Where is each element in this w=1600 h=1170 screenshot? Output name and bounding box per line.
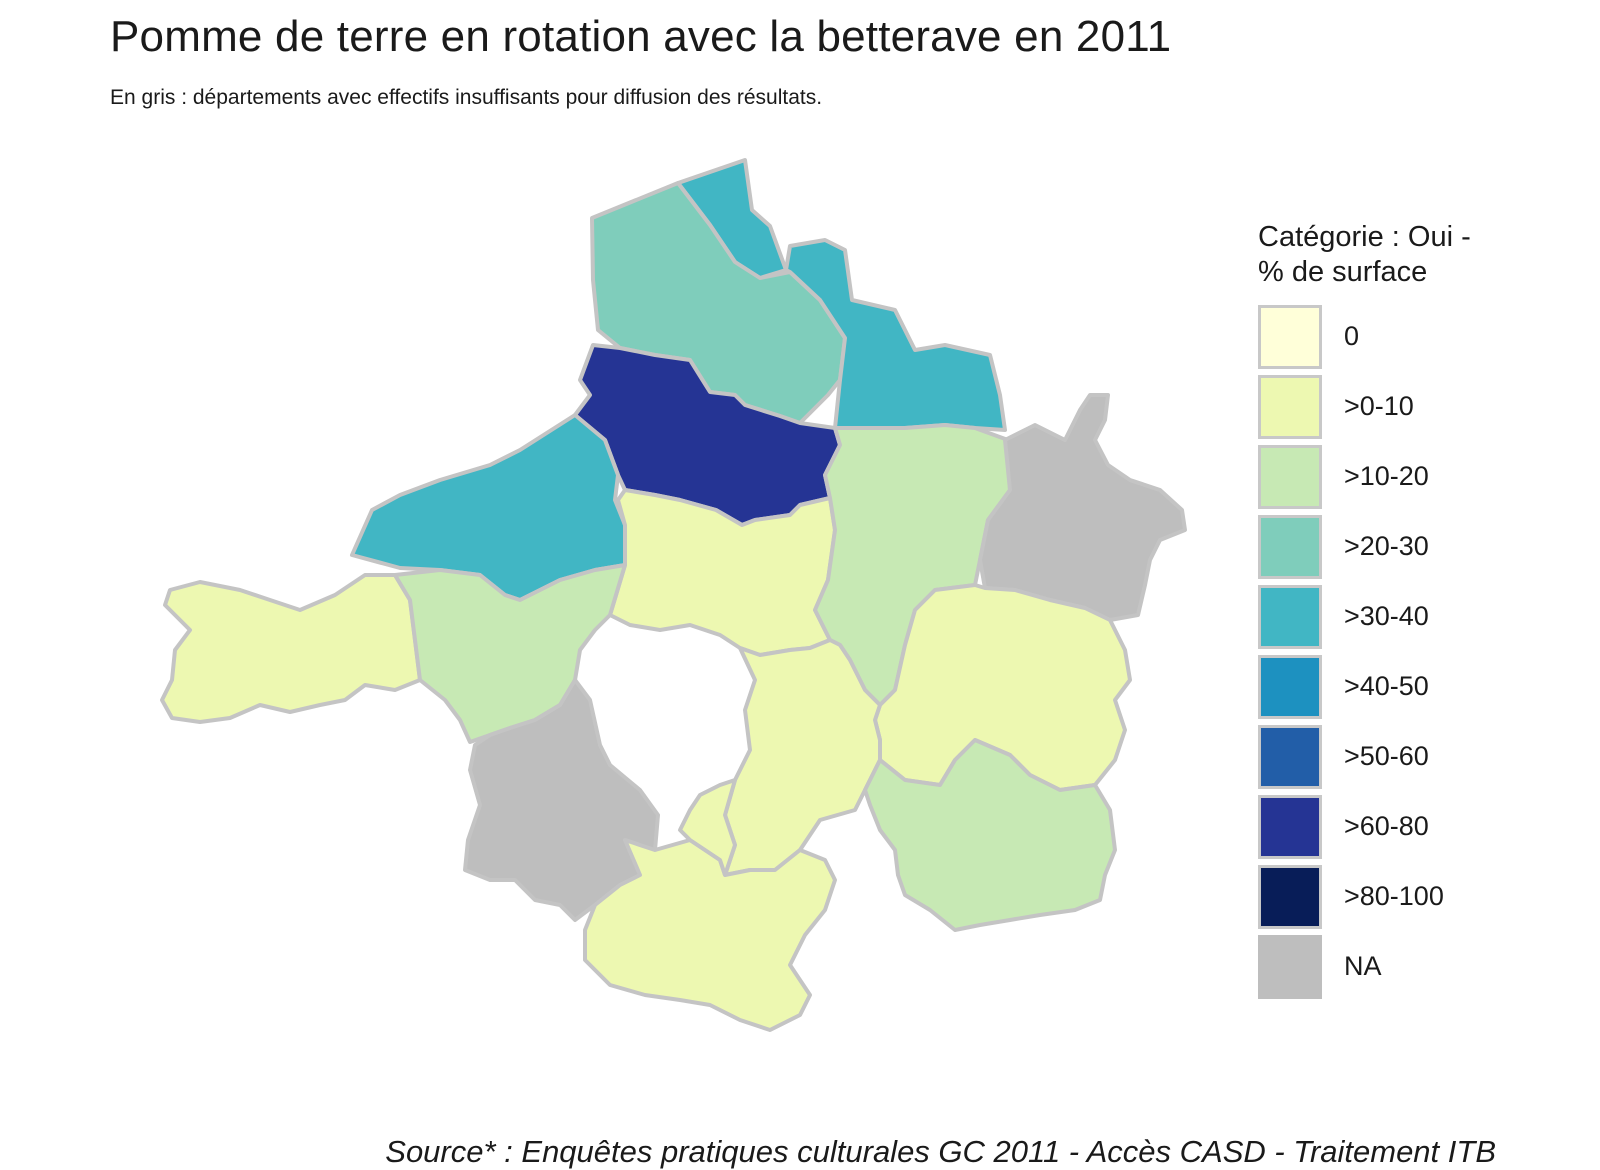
legend-swatch [1258,445,1322,509]
legend-swatch [1258,865,1322,929]
legend-title-line2: % de surface [1258,256,1428,288]
legend-label: 0 [1344,321,1360,351]
legend-label: >30-40 [1344,601,1429,631]
legend-swatch [1258,655,1322,719]
legend-swatch [1258,795,1322,859]
department-seine-et-marne [723,638,882,877]
legend-label: >20-30 [1344,531,1429,561]
legend-label: >0-10 [1344,391,1414,421]
department-eure-et-loir [463,678,660,922]
department-aube [863,738,1117,932]
legend-label: >80-100 [1344,881,1444,911]
legend-label: >60-80 [1344,811,1429,841]
legend-swatch [1258,305,1322,369]
chart-title: Pomme de terre en rotation avec la bette… [110,12,1172,61]
legend-swatch [1258,375,1322,439]
department-oise [608,488,837,657]
department-nord-south [784,238,1007,432]
department-ardennes [978,393,1187,622]
department-loiret [583,838,837,1032]
legend-swatch [1258,515,1322,579]
legend-swatch [1258,935,1322,999]
legend-title: Catégorie : Oui - % de surface [1258,220,1578,290]
legend-label: >50-60 [1344,741,1429,771]
legend-swatch [1258,725,1322,789]
legend-label: >10-20 [1344,461,1429,491]
department-essonne [678,778,737,877]
department-calvados [160,573,422,724]
legend-label: >40-50 [1344,671,1429,701]
source-caption: Source* : Enquêtes pratiques culturales … [385,1134,1496,1169]
legend-label: NA [1344,951,1382,981]
chart-subtitle: En gris : départements avec effectifs in… [110,86,823,109]
legend-swatch [1258,585,1322,649]
legend-title-line1: Catégorie : Oui - [1258,221,1471,253]
